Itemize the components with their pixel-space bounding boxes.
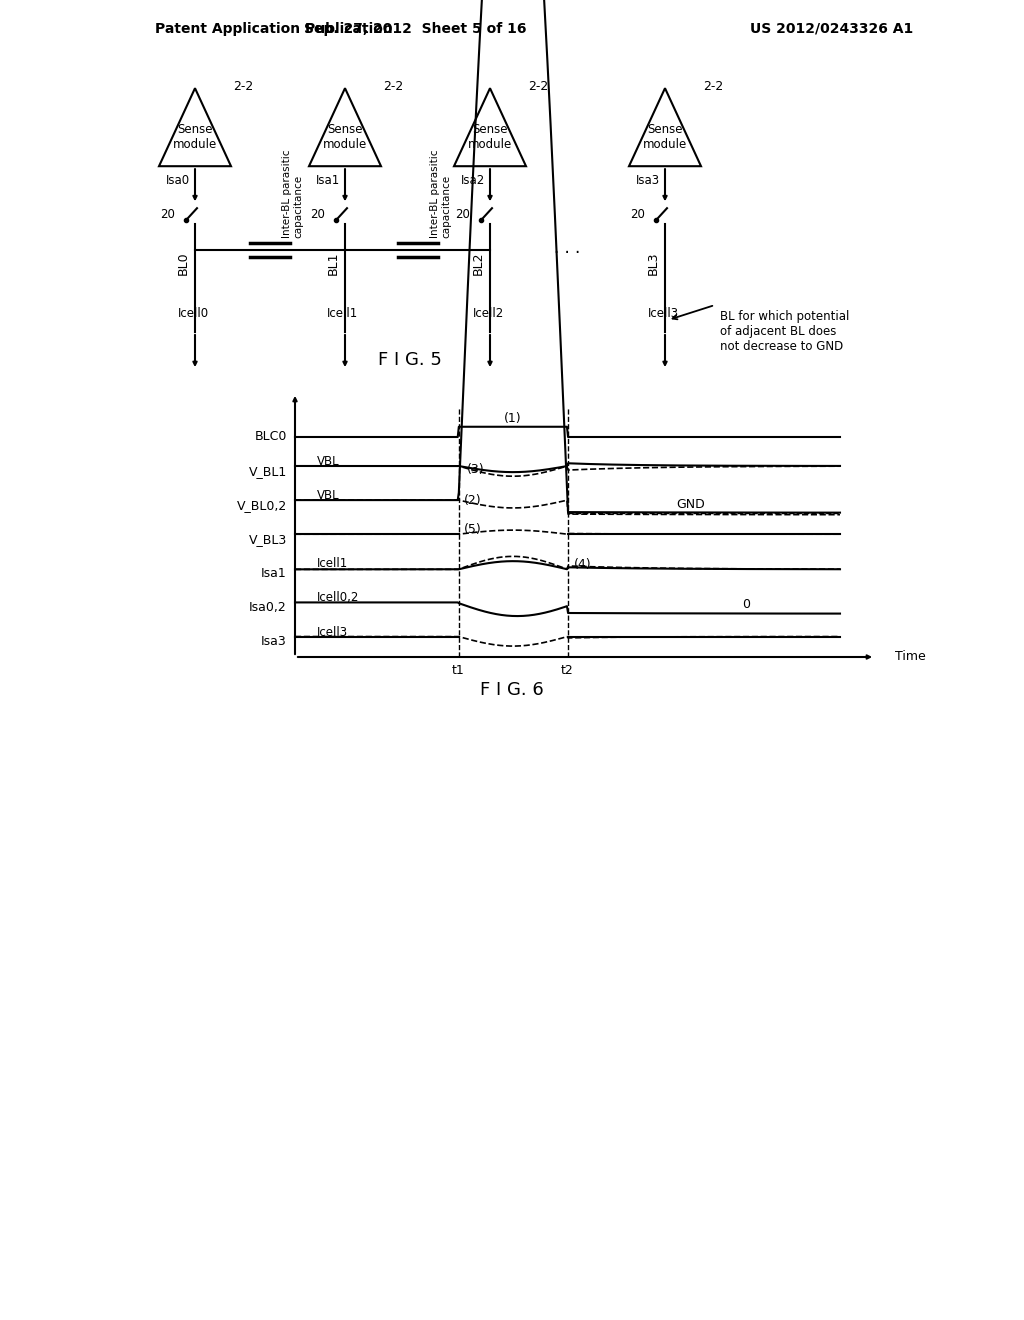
Text: Isa0,2: Isa0,2 <box>249 601 287 614</box>
Text: Isa0: Isa0 <box>166 174 190 187</box>
Text: Icell3: Icell3 <box>317 626 348 639</box>
Text: V_BL3: V_BL3 <box>249 533 287 546</box>
Text: BL2: BL2 <box>471 251 484 275</box>
Text: . . .: . . . <box>554 239 581 257</box>
Text: 20: 20 <box>160 207 175 220</box>
Text: (2): (2) <box>464 494 481 507</box>
Text: 2-2: 2-2 <box>233 81 253 94</box>
Text: 20: 20 <box>455 207 470 220</box>
Text: Sense
module: Sense module <box>173 123 217 150</box>
Text: t1: t1 <box>453 664 465 677</box>
Text: (3): (3) <box>467 463 484 477</box>
Text: (1): (1) <box>504 412 522 425</box>
Text: Sense
module: Sense module <box>643 123 687 150</box>
Text: 2-2: 2-2 <box>528 81 548 94</box>
Text: F I G. 5: F I G. 5 <box>378 351 442 370</box>
Text: Time: Time <box>895 651 926 664</box>
Text: Isa3: Isa3 <box>636 174 660 187</box>
Text: Isa1: Isa1 <box>315 174 340 187</box>
Text: Icell1: Icell1 <box>317 557 348 570</box>
Text: BL3: BL3 <box>646 251 659 275</box>
Text: Inter-BL parasitic
capacitance: Inter-BL parasitic capacitance <box>282 149 303 238</box>
Text: Sense
module: Sense module <box>323 123 368 150</box>
Text: F I G. 6: F I G. 6 <box>480 681 544 700</box>
Text: US 2012/0243326 A1: US 2012/0243326 A1 <box>750 22 913 36</box>
Text: BL1: BL1 <box>327 251 340 275</box>
Text: BL for which potential
of adjacent BL does
not decrease to GND: BL for which potential of adjacent BL do… <box>720 310 849 352</box>
Text: Icell0,2: Icell0,2 <box>317 591 359 605</box>
Text: Icell2: Icell2 <box>472 308 504 319</box>
Text: Icell0: Icell0 <box>177 308 209 319</box>
Text: V_BL1: V_BL1 <box>249 465 287 478</box>
Text: 2-2: 2-2 <box>383 81 403 94</box>
Text: Icell1: Icell1 <box>328 308 358 319</box>
Text: (4): (4) <box>573 558 591 570</box>
Text: Isa2: Isa2 <box>461 174 485 187</box>
Text: GND: GND <box>677 498 706 511</box>
Text: Isa1: Isa1 <box>261 566 287 579</box>
Text: VBL: VBL <box>317 490 340 502</box>
Text: t2: t2 <box>561 664 573 677</box>
Text: Icell3: Icell3 <box>647 308 679 319</box>
Text: Isa3: Isa3 <box>261 635 287 648</box>
Text: Sep. 27, 2012  Sheet 5 of 16: Sep. 27, 2012 Sheet 5 of 16 <box>304 22 526 36</box>
Text: (5): (5) <box>464 523 481 536</box>
Text: 0: 0 <box>742 598 750 611</box>
Text: 2-2: 2-2 <box>703 81 723 94</box>
Text: Patent Application Publication: Patent Application Publication <box>155 22 393 36</box>
Text: V_BL0,2: V_BL0,2 <box>237 499 287 512</box>
Text: VBL: VBL <box>317 455 340 469</box>
Text: BL0: BL0 <box>176 251 189 275</box>
Text: BLC0: BLC0 <box>255 430 287 444</box>
Text: 20: 20 <box>630 207 645 220</box>
Text: Inter-BL parasitic
capacitance: Inter-BL parasitic capacitance <box>429 149 452 238</box>
Text: 20: 20 <box>310 207 325 220</box>
Text: Sense
module: Sense module <box>468 123 512 150</box>
